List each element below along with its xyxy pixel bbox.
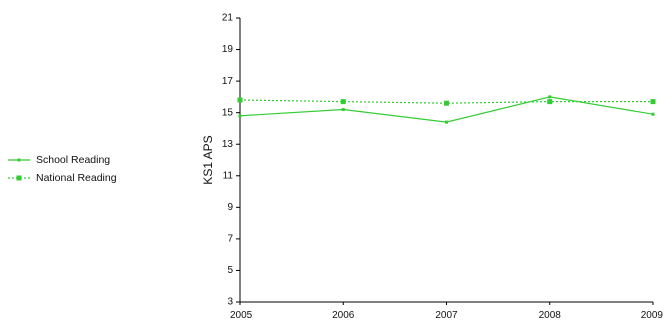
y-tick-label: 3 xyxy=(227,297,233,308)
x-tick-label: 2006 xyxy=(332,310,355,321)
legend-swatch-marker xyxy=(17,158,21,162)
y-tick-label: 11 xyxy=(223,170,234,181)
legend-item: School Reading xyxy=(8,154,110,166)
y-tick-label: 13 xyxy=(222,139,234,150)
legend-label: School Reading xyxy=(36,154,110,166)
x-tick-label: 2009 xyxy=(641,310,664,321)
data-point xyxy=(650,99,656,105)
data-point xyxy=(340,99,346,105)
legend-item: National Reading xyxy=(8,172,117,184)
x-tick-label: 2008 xyxy=(539,310,562,321)
data-point xyxy=(238,114,242,118)
legend-swatch-marker xyxy=(16,175,22,181)
y-tick-label: 7 xyxy=(227,234,233,245)
x-axis: 2005 2006 2007 2008 2009 xyxy=(230,301,664,321)
legend-label: National Reading xyxy=(36,172,117,184)
data-point xyxy=(651,112,655,116)
legend: School Reading National Reading xyxy=(8,154,117,184)
data-point xyxy=(547,99,553,105)
y-axis-title: KS1 APS xyxy=(201,135,215,184)
data-point xyxy=(237,97,243,103)
y-axis: 3 5 7 9 11 13 15 17 19 21 xyxy=(222,13,241,308)
y-tick-label: 15 xyxy=(222,107,234,118)
y-tick-label: 17 xyxy=(222,76,234,87)
series-line-2 xyxy=(239,99,653,104)
x-tick-label: 2007 xyxy=(435,310,458,321)
data-point xyxy=(341,108,345,112)
data-point xyxy=(548,95,552,99)
data-point xyxy=(444,100,449,106)
y-tick-label: 21 xyxy=(222,13,234,24)
series-layer xyxy=(237,95,656,124)
y-tick-label: 9 xyxy=(227,202,233,213)
data-point xyxy=(445,120,448,124)
y-tick-label: 19 xyxy=(222,44,234,55)
x-tick-label: 2005 xyxy=(230,310,253,321)
y-tick-label: 5 xyxy=(227,265,233,276)
